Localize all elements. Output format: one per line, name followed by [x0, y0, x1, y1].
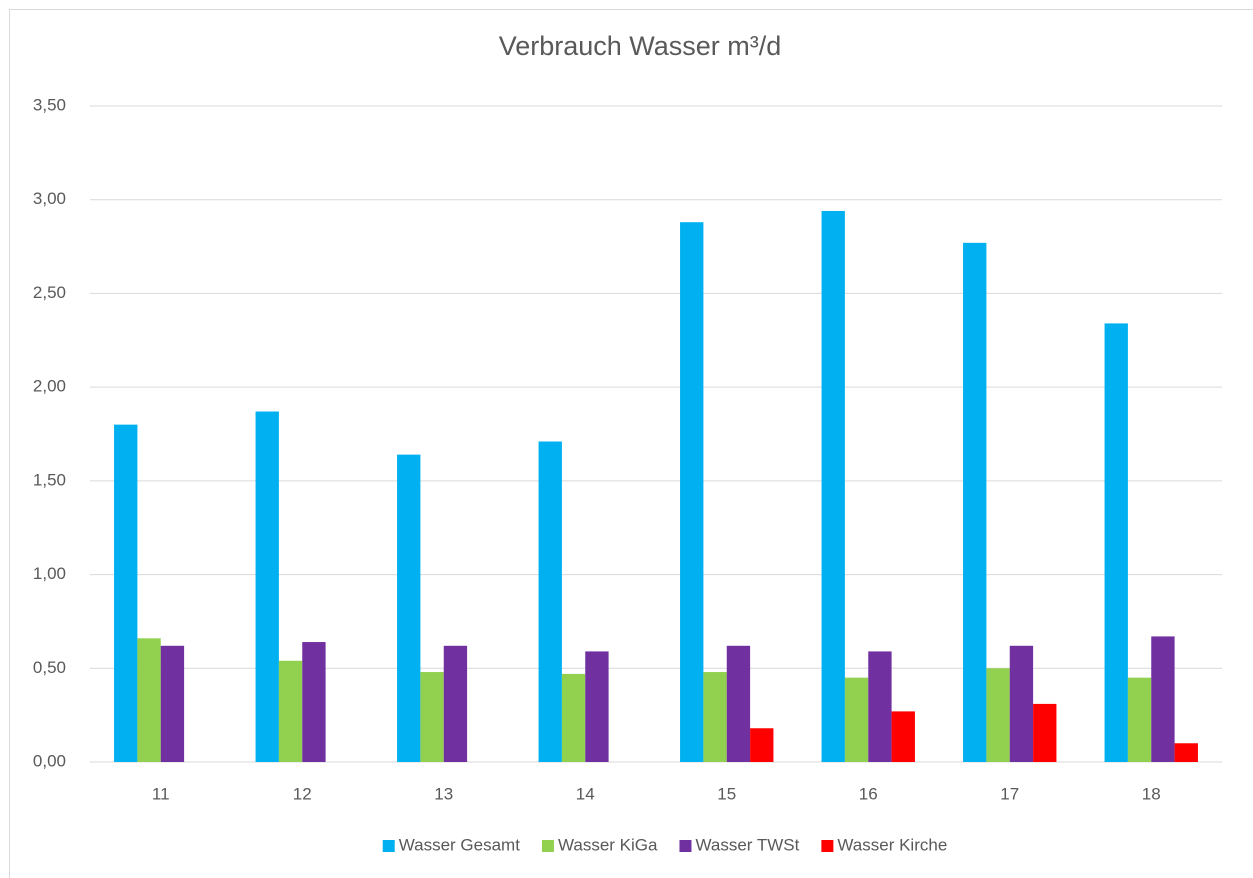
chart-title: Verbrauch Wasser m³/d: [499, 31, 782, 61]
x-tick-label: 16: [859, 784, 878, 803]
bar: [420, 672, 444, 762]
x-tick-label: 18: [1142, 784, 1161, 803]
bar: [891, 711, 915, 762]
bar: [585, 651, 609, 762]
bar: [844, 677, 869, 762]
bar: [868, 651, 892, 762]
bar: [255, 411, 279, 762]
bar: [443, 645, 468, 762]
bar: [160, 645, 185, 762]
bar: [1009, 645, 1034, 762]
legend-swatch: [821, 840, 834, 852]
bar: [397, 454, 421, 762]
x-tick-label: 11: [152, 784, 170, 803]
x-tick-label: 13: [434, 784, 453, 803]
bar: [538, 441, 562, 762]
bar: [1174, 743, 1198, 762]
y-tick-label: 1,00: [33, 564, 66, 583]
bar: [278, 660, 303, 762]
y-tick-label: 0,00: [33, 751, 66, 770]
bar: [1104, 323, 1128, 762]
y-tick-label: 1,50: [33, 470, 66, 489]
x-tick-label: 14: [576, 784, 595, 803]
y-tick-label: 2,50: [33, 283, 66, 302]
legend-label: Wasser KiGa: [558, 835, 658, 854]
legend-swatch: [541, 840, 554, 852]
bar: [963, 242, 987, 762]
bar: [114, 424, 138, 762]
bar: [1127, 677, 1152, 762]
bar: [750, 728, 774, 762]
legend-swatch: [679, 840, 692, 852]
bar: [680, 222, 704, 763]
bar: [703, 672, 727, 762]
x-tick-label: 12: [293, 784, 312, 803]
y-tick-label: 2,00: [33, 377, 66, 396]
legend-swatch: [382, 840, 395, 852]
chart-border: [9, 9, 1253, 878]
legend-label: Wasser Kirche: [837, 835, 947, 854]
bar: [1033, 703, 1057, 762]
bar: [1151, 636, 1175, 762]
bar: [302, 642, 326, 762]
y-tick-label: 3,00: [33, 189, 66, 208]
x-tick-label: 15: [717, 784, 736, 803]
bar: [561, 673, 586, 762]
y-tick-label: 3,50: [33, 95, 66, 114]
bar: [821, 210, 845, 762]
bar: [726, 645, 751, 762]
x-tick-label: 17: [1000, 784, 1019, 803]
legend-label: Wasser TWSt: [695, 835, 799, 854]
y-tick-label: 0,50: [33, 658, 66, 677]
bar: [137, 638, 161, 762]
bar: [986, 668, 1010, 762]
legend-label: Wasser Gesamt: [399, 835, 521, 854]
